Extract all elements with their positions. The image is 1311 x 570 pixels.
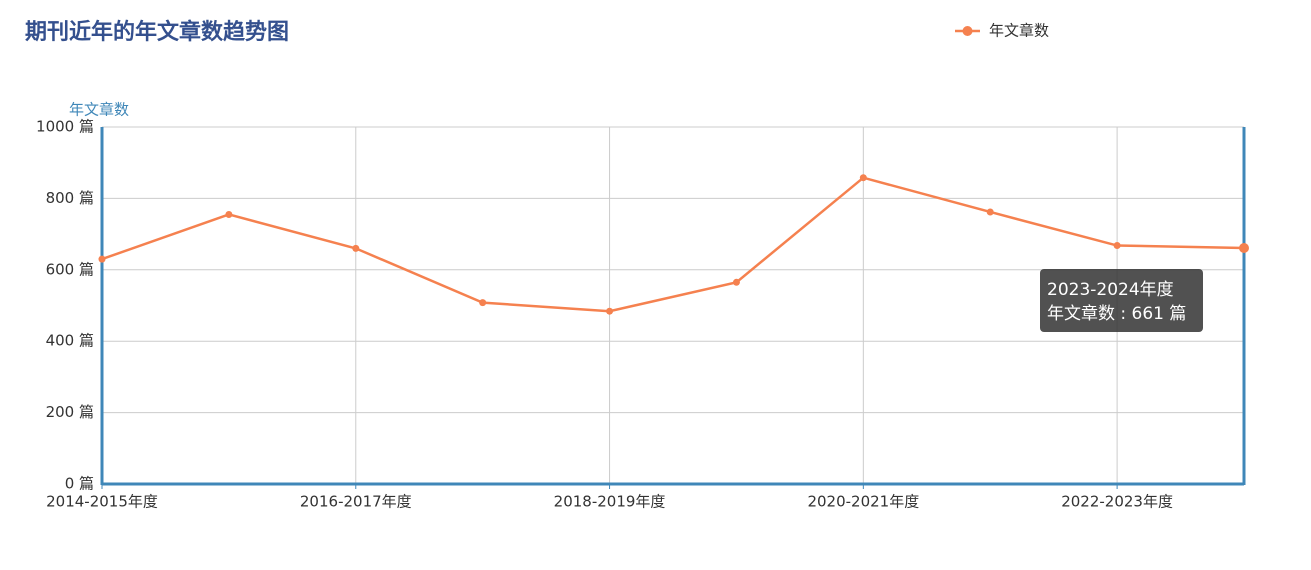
y-tick-label: 600 篇 <box>46 260 94 278</box>
y-tick-label: 800 篇 <box>46 189 94 207</box>
y-axis-name: 年文章数 <box>69 101 129 119</box>
data-point <box>98 255 106 263</box>
tooltip-title: 2023-2024年度 <box>1047 280 1174 300</box>
data-point <box>352 244 360 252</box>
data-point <box>1113 242 1121 250</box>
legend-marker <box>962 26 973 36</box>
data-point <box>479 299 487 307</box>
x-tick-label: 2016-2017年度 <box>300 493 412 511</box>
x-tick-label: 2014-2015年度 <box>46 493 158 511</box>
legend-label: 年文章数 <box>989 22 1049 40</box>
tooltip-box <box>1040 269 1203 332</box>
x-tick-label: 2018-2019年度 <box>554 493 666 511</box>
y-tick-label: 200 篇 <box>46 403 94 421</box>
data-point <box>225 210 233 218</box>
x-tick-label: 2022-2023年度 <box>1061 493 1173 511</box>
data-point <box>1239 243 1249 254</box>
tooltip-text: 年文章数 : 661 篇 <box>1047 304 1186 324</box>
data-point <box>986 208 994 216</box>
chart-title: 期刊近年的年文章数趋势图 <box>25 19 289 45</box>
series-line <box>101 176 1245 313</box>
data-point <box>732 278 740 286</box>
y-tick-label: 0 篇 <box>65 475 94 493</box>
y-tick-label: 400 篇 <box>46 332 94 350</box>
data-point <box>859 174 867 182</box>
y-tick-label: 1000 篇 <box>36 118 94 136</box>
x-tick-label: 2020-2021年度 <box>807 493 919 511</box>
data-point <box>606 307 614 315</box>
